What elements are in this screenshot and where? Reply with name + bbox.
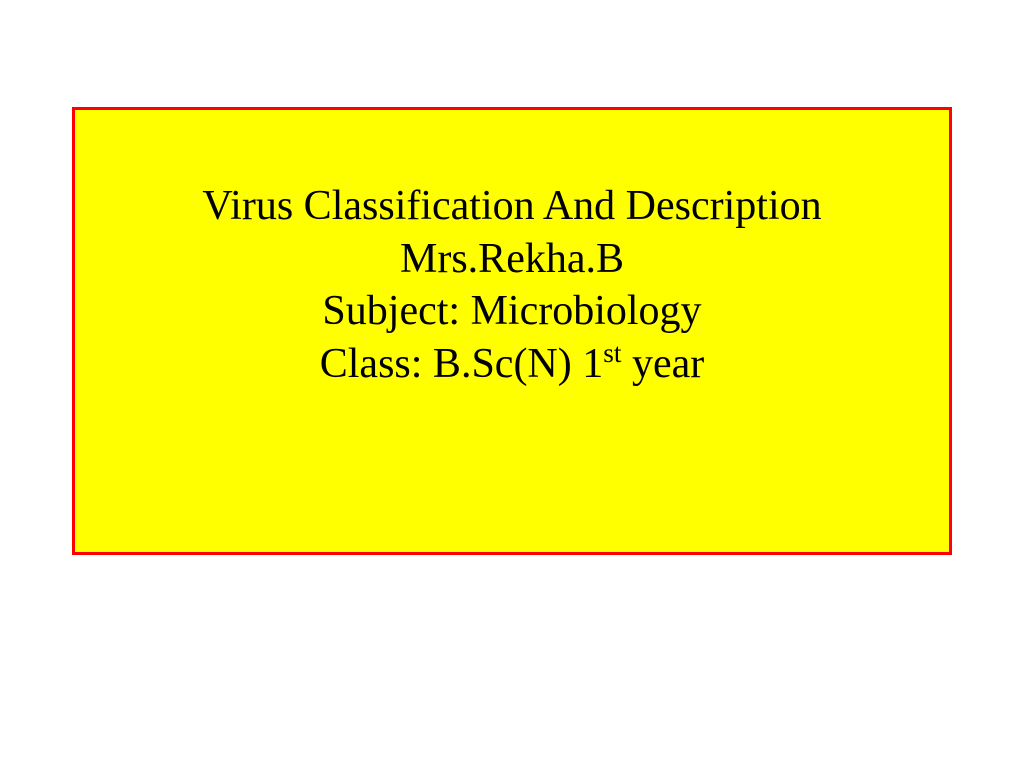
title-line: Virus Classification And Description	[75, 180, 949, 233]
class-line: Class: B.Sc(N) 1st year	[75, 338, 949, 391]
slide-box: Virus Classification And Description Mrs…	[72, 107, 952, 555]
subject-line: Subject: Microbiology	[75, 285, 949, 338]
author-line: Mrs.Rekha.B	[75, 233, 949, 286]
class-prefix: Class: B.Sc(N) 1	[320, 341, 604, 387]
class-suffix: year	[621, 341, 704, 387]
class-ordinal: st	[603, 338, 621, 368]
slide-content: Virus Classification And Description Mrs…	[75, 180, 949, 390]
